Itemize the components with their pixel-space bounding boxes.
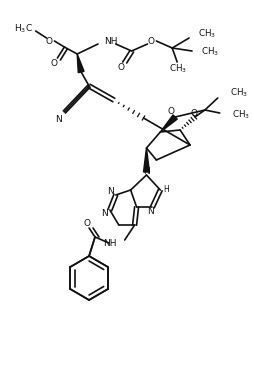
Text: N: N	[55, 114, 62, 123]
Text: O: O	[148, 36, 155, 45]
Text: N: N	[107, 188, 114, 196]
Text: O: O	[51, 60, 58, 69]
Text: N: N	[147, 207, 154, 216]
Text: O: O	[190, 108, 198, 117]
Text: CH$_3$: CH$_3$	[201, 46, 219, 58]
Text: O: O	[46, 36, 53, 45]
Text: CH$_3$: CH$_3$	[198, 28, 216, 40]
Text: N: N	[143, 168, 150, 177]
Text: CH$_3$: CH$_3$	[230, 87, 248, 99]
Polygon shape	[160, 115, 177, 132]
Text: O: O	[117, 63, 124, 72]
Text: H$_3$C: H$_3$C	[14, 23, 33, 35]
Text: CH$_3$: CH$_3$	[232, 109, 250, 121]
Text: O: O	[84, 219, 91, 228]
Text: NH: NH	[103, 238, 117, 248]
Text: O: O	[168, 108, 175, 117]
Polygon shape	[144, 148, 149, 172]
Text: NH: NH	[104, 36, 117, 45]
Text: CH$_3$: CH$_3$	[169, 63, 187, 75]
Polygon shape	[77, 54, 84, 73]
Text: N: N	[102, 209, 108, 218]
Text: H: H	[163, 184, 169, 194]
